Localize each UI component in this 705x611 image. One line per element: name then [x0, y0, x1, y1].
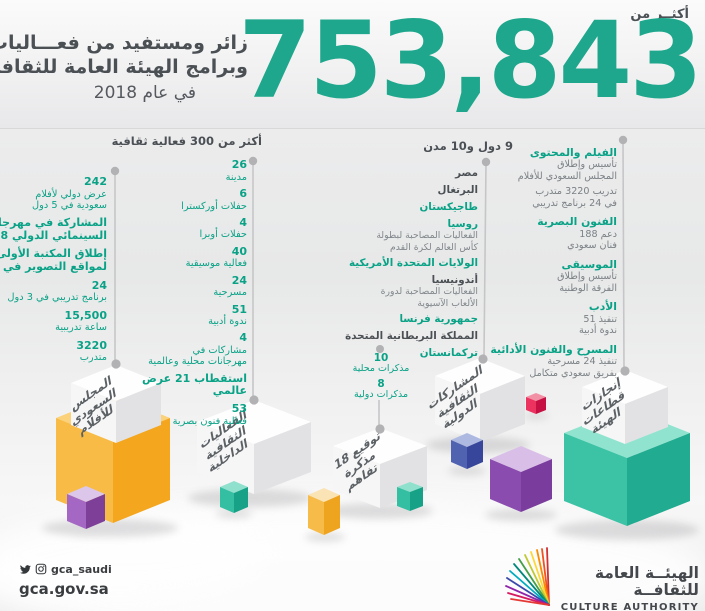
timeline-lines: [114, 139, 625, 427]
social-handle: gca_saudi: [51, 563, 112, 576]
intl-participation-cube: [435, 358, 525, 442]
headline-year: في عام 2018: [93, 82, 196, 103]
country-item: طاجيكستان: [419, 200, 478, 213]
header-band: أكثــر من 753,843 زائر ومستفيد من فعـــا…: [0, 0, 705, 129]
purple-medium-cube: [490, 446, 552, 512]
sector-item: الفنون البصرية دعم 188 فنان سعودي: [537, 215, 617, 252]
website-url: gca.gov.sa: [19, 580, 109, 598]
country-item: الولايات المتحدة الأمريكية: [349, 256, 478, 269]
culture-authority-logo: الهيئــة العامة للثقافــة CULTURE AUTHOR…: [504, 535, 699, 611]
stat-item: استقطاب 21 عرض عالمي: [141, 371, 247, 398]
stat-item: 15,500 ساعة تدريبية: [55, 308, 107, 334]
sector-item: الأدب تنفيذ 51 ندوة أدبية: [578, 300, 617, 337]
blue-small-cube: [451, 433, 483, 469]
column-film-international: 242 عرض دولي لأفلام سعودية في 5 دول المش…: [0, 175, 107, 369]
total-visitors-number: 753,843: [238, 0, 703, 122]
twitter-icon: [19, 560, 31, 579]
internal-events-cube: [197, 400, 311, 494]
logo-fan-icon: [504, 535, 557, 611]
headline: زائر ومستفيد من فعـــاليات وبرامج الهيئة…: [0, 32, 248, 104]
logo-text: الهيئــة العامة للثقافــة CULTURE AUTHOR…: [561, 564, 699, 611]
column-countries: مصر البرتغال طاجيكستان روسيا الفعاليات ا…: [328, 167, 478, 363]
stat-item: 24 برنامج تدريبي في 3 دول: [7, 278, 107, 304]
country-item: أندونيسيا الفعاليات المصاحبة لدورة الألع…: [380, 273, 478, 309]
stat-item: إطلاق المكتبة الأولى لمواقع التصوير في ا…: [0, 247, 107, 274]
country-item: مصر: [455, 167, 478, 179]
country-item: البرتغال: [437, 183, 478, 196]
stat-item: 53 فعالية فنون بصرية: [172, 401, 247, 427]
purple-small-cube: [67, 486, 105, 529]
logo-arabic-line1: الهيئــة العامة: [594, 563, 699, 582]
yellow-small-cube: [308, 488, 340, 535]
stat-item: 242 عرض دولي لأفلام سعودية في 5 دول: [32, 175, 107, 211]
teal-small-cube-1: [220, 481, 248, 513]
achievements-cube: [582, 370, 668, 444]
social-block: gca_saudi gca.gov.sa: [19, 560, 112, 598]
headline-line1: زائر ومستفيد من فعـــاليات: [0, 32, 248, 54]
headline-line2: وبرامج الهيئة العامة للثقافة: [0, 55, 248, 78]
instagram-icon: [35, 560, 47, 579]
sector-item: الموسيقى تأسيس وإطلاق الفرقة الوطنية: [557, 257, 617, 294]
country-item: المملكة البريطانية المتحدة: [345, 329, 478, 342]
stat-item: 4 مشاركات في مهرجانات محلية وعالمية: [148, 331, 247, 368]
stat-item: 4 حفلات أوبرا: [199, 215, 247, 241]
stat-item: 6 حفلات أوركسترا: [181, 186, 247, 212]
country-item: روسيا الفعاليات المصاحبة لبطولة كأس العا…: [376, 217, 478, 253]
countries-header: 9 دول و10 مدن: [423, 139, 513, 153]
sector-item: الفيلم والمحتوى تأسيس وإطلاق المجلس السع…: [517, 146, 617, 209]
pink-small-cube: [526, 393, 546, 414]
timeline-dots: [110, 135, 630, 434]
film-council-cube: [71, 365, 161, 443]
logo-arabic-line2: للثقافــة: [633, 581, 699, 600]
country-item: تركمانستان: [419, 346, 478, 359]
events300-header: أكثر من 300 فعالية ثقافية: [111, 134, 262, 148]
logo-english-line2: CULTURE AUTHORITY: [560, 602, 699, 611]
country-item: جمهورية فرنسا: [399, 312, 478, 325]
stat-item: 51 ندوة أدبية: [208, 302, 247, 328]
stat-item: 26 مدينة: [225, 158, 247, 183]
stat-item: 40 فعالية موسيقية: [185, 244, 247, 270]
sector-item: المسرح والفنون الأدائية تنفيذ 24 مسرحية …: [490, 342, 617, 379]
stat-item: 3220 متدرب: [76, 338, 107, 364]
stat-item: المشاركة في مهرجان كان السينمائي الدولي …: [0, 216, 107, 242]
mou-annotation: 10 مذكرات محلية 8 مذكرات دولية: [352, 352, 410, 401]
column-events300: 26 مدينة 6 حفلات أوركسترا 4 حفلات أوبرا …: [107, 158, 247, 432]
more-than-label: أكثــر من: [630, 7, 689, 22]
column-sectors: الفيلم والمحتوى تأسيس وإطلاق المجلس السع…: [467, 146, 617, 385]
teal-small-cube-2: [397, 482, 423, 511]
stat-item: 24 مسرحية: [213, 273, 247, 299]
